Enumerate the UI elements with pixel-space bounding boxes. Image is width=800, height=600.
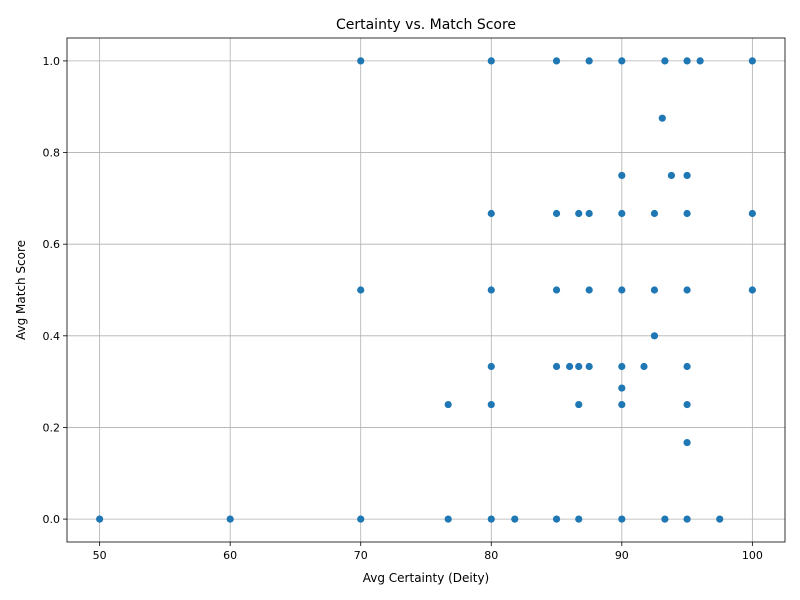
data-point <box>618 400 626 409</box>
data-point <box>552 515 561 523</box>
data-point <box>487 400 495 409</box>
y-tick-label: 0.6 <box>43 238 61 251</box>
data-point <box>575 209 583 218</box>
x-tick-label: 50 <box>93 549 107 562</box>
data-point <box>696 57 704 65</box>
data-point <box>716 515 724 523</box>
y-tick-label: 0.4 <box>43 330 61 343</box>
x-tick-label: 80 <box>484 549 498 562</box>
data-point <box>444 400 452 409</box>
y-axis-label: Avg Match Score <box>14 240 28 340</box>
data-point <box>618 171 626 180</box>
data-point <box>552 286 561 294</box>
data-point <box>487 286 495 294</box>
y-axis: 0.0 0.2 0.4 0.6 0.8 1.0 <box>43 55 67 526</box>
data-point <box>444 515 452 523</box>
data-point <box>575 362 583 371</box>
x-tick-label: 90 <box>615 549 629 562</box>
y-tick-label: 0.8 <box>43 147 61 160</box>
data-point <box>640 362 648 371</box>
data-point <box>683 515 691 523</box>
data-point <box>585 362 593 371</box>
data-point <box>667 171 676 180</box>
data-point <box>552 57 561 65</box>
data-point <box>748 57 756 65</box>
data-point <box>618 515 626 523</box>
data-point <box>357 57 365 65</box>
data-point <box>575 400 583 409</box>
data-point <box>650 286 659 294</box>
data-point <box>357 286 365 294</box>
y-tick-label: 0.0 <box>43 513 61 526</box>
data-point <box>487 515 495 523</box>
data-point <box>650 209 659 218</box>
data-point <box>618 384 626 392</box>
data-point <box>748 209 756 218</box>
data-point <box>661 515 669 523</box>
chart-title: Certainty vs. Match Score <box>336 17 516 33</box>
data-point <box>661 57 669 65</box>
data-point <box>683 400 691 409</box>
data-point <box>566 362 574 371</box>
y-tick-label: 1.0 <box>43 55 61 68</box>
data-point <box>618 209 626 218</box>
data-point <box>683 438 691 447</box>
x-axis: 50 60 70 80 90 100 <box>93 542 763 562</box>
points-layer <box>96 57 756 523</box>
data-point <box>511 515 519 523</box>
data-point <box>357 515 365 523</box>
data-point <box>552 209 561 218</box>
data-point <box>683 209 691 218</box>
data-point <box>650 332 659 340</box>
data-point <box>618 286 626 294</box>
y-tick-label: 0.2 <box>43 421 61 434</box>
data-point <box>487 209 495 218</box>
data-point <box>618 362 626 371</box>
data-point <box>618 57 626 65</box>
data-point <box>585 209 593 218</box>
data-point <box>683 57 691 65</box>
data-point <box>585 286 593 294</box>
plot-frame <box>66 37 786 543</box>
data-point <box>658 114 666 122</box>
x-axis-label: Avg Certainty (Deity) <box>363 571 489 585</box>
data-point <box>683 171 691 180</box>
x-tick-label: 100 <box>742 549 763 562</box>
data-point <box>96 515 104 523</box>
data-point <box>487 362 495 371</box>
x-tick-label: 60 <box>223 549 237 562</box>
x-tick-label: 70 <box>354 549 368 562</box>
data-point <box>552 362 561 371</box>
data-point <box>487 57 495 65</box>
data-point <box>575 515 583 523</box>
data-point <box>683 286 691 294</box>
data-point <box>683 362 691 371</box>
grid <box>67 38 785 542</box>
data-point <box>226 515 234 523</box>
data-point <box>748 286 756 294</box>
data-point <box>585 57 593 65</box>
